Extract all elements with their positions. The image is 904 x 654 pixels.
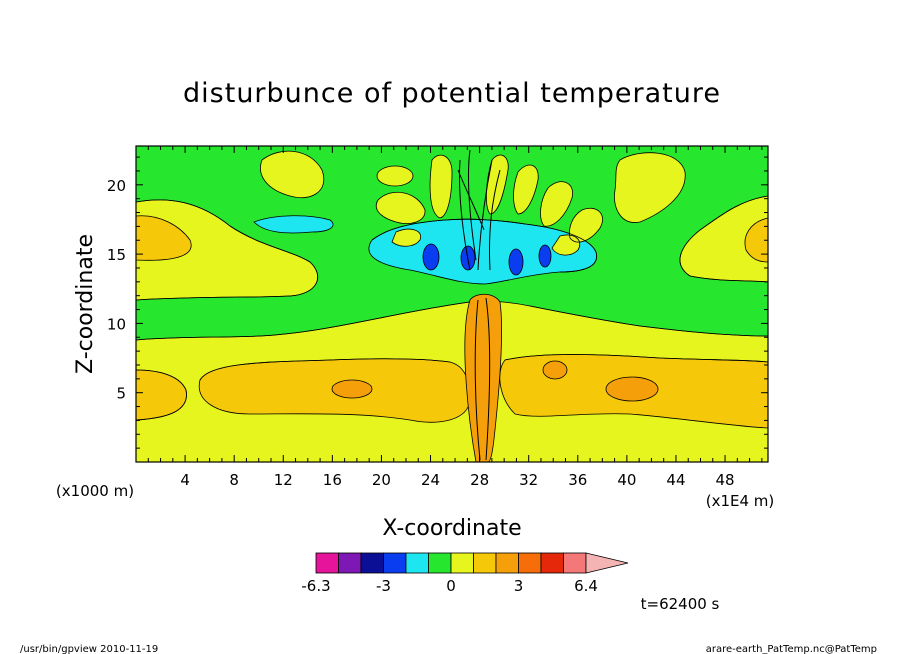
top-blob-right: [613, 152, 686, 223]
colorbar-swatch: [540, 552, 564, 574]
plume-fingers: [375, 154, 603, 256]
upper-orange-right: [744, 217, 768, 263]
colorbar-swatch: [563, 552, 587, 574]
column-contours: [457, 149, 501, 461]
x-tick-label: 48: [716, 471, 735, 489]
time-label: t=62400 s: [641, 595, 720, 613]
x-axis-label: X-coordinate: [382, 516, 521, 541]
y-tick-label: 15: [107, 246, 126, 264]
y-tick-label: 10: [107, 315, 126, 333]
x-tick-label: 44: [666, 471, 685, 489]
x-tick-label: 24: [421, 471, 440, 489]
x-tick-label: 32: [519, 471, 538, 489]
colorbar-labels: -6.3 -3 0 3 6.4: [301, 577, 598, 595]
x-unit-right: (x1E4 m): [706, 492, 775, 510]
colorbar-swatch: [473, 552, 497, 574]
colorbar-label: -6.3: [301, 577, 330, 595]
plot-frame: [135, 145, 769, 463]
colorbar-swatch: [518, 552, 542, 574]
top-blob-mid-left: [376, 165, 414, 187]
colorbar-swatch: [360, 552, 384, 574]
neg-cell-3: [508, 248, 524, 276]
contour-outlines: [136, 195, 768, 421]
x-tick-label: 12: [274, 471, 293, 489]
contour-field: [136, 146, 768, 462]
colorbar-swatch: [315, 552, 339, 574]
x-tick-label: 28: [470, 471, 489, 489]
x-tick-label: 36: [568, 471, 587, 489]
colorbar-label: 3: [514, 577, 524, 595]
strong-cell-left: [331, 379, 373, 399]
colorbar-swatch: [338, 552, 362, 574]
x-tick-label: 40: [617, 471, 636, 489]
central-column: [464, 293, 503, 462]
colorbar-extend-arrow: [585, 552, 629, 574]
colorbar-swatch: [383, 552, 407, 574]
y-tick-label: 5: [116, 385, 126, 403]
colorbar-swatch: [405, 552, 429, 574]
colorbar-label: -3: [376, 577, 391, 595]
strong-cell-mid: [542, 360, 568, 380]
colorbar-label: 0: [446, 577, 456, 595]
colorbar-swatch: [450, 552, 474, 574]
strong-cell-right: [605, 376, 659, 402]
footer-left: /usr/bin/gpview 2010-11-19: [20, 644, 158, 654]
x-tick-label: 8: [229, 471, 239, 489]
footer-right: arare-earth_PatTemp.nc@PatTemp: [706, 644, 877, 654]
upper-orange-left: [136, 215, 192, 261]
y-axis-label: Z-coordinate: [73, 234, 98, 374]
colorbar-swatch: [428, 552, 452, 574]
y-tick-label: 20: [107, 177, 126, 195]
colorbar: [315, 552, 629, 574]
x-unit-left: (x1000 m): [56, 482, 134, 500]
cyan-streak: [253, 215, 334, 234]
x-tick-label: 20: [372, 471, 391, 489]
axis-ticks: [136, 146, 768, 462]
colorbar-swatch: [495, 552, 519, 574]
colorbar-label: 6.4: [574, 577, 598, 595]
x-tick-label: 16: [323, 471, 342, 489]
neg-cell-1: [422, 243, 440, 271]
top-blob-left: [260, 150, 325, 199]
chart-title: disturbunce of potential temperature: [183, 78, 721, 109]
neg-cell-4: [538, 244, 552, 268]
x-tick-label: 4: [180, 471, 190, 489]
